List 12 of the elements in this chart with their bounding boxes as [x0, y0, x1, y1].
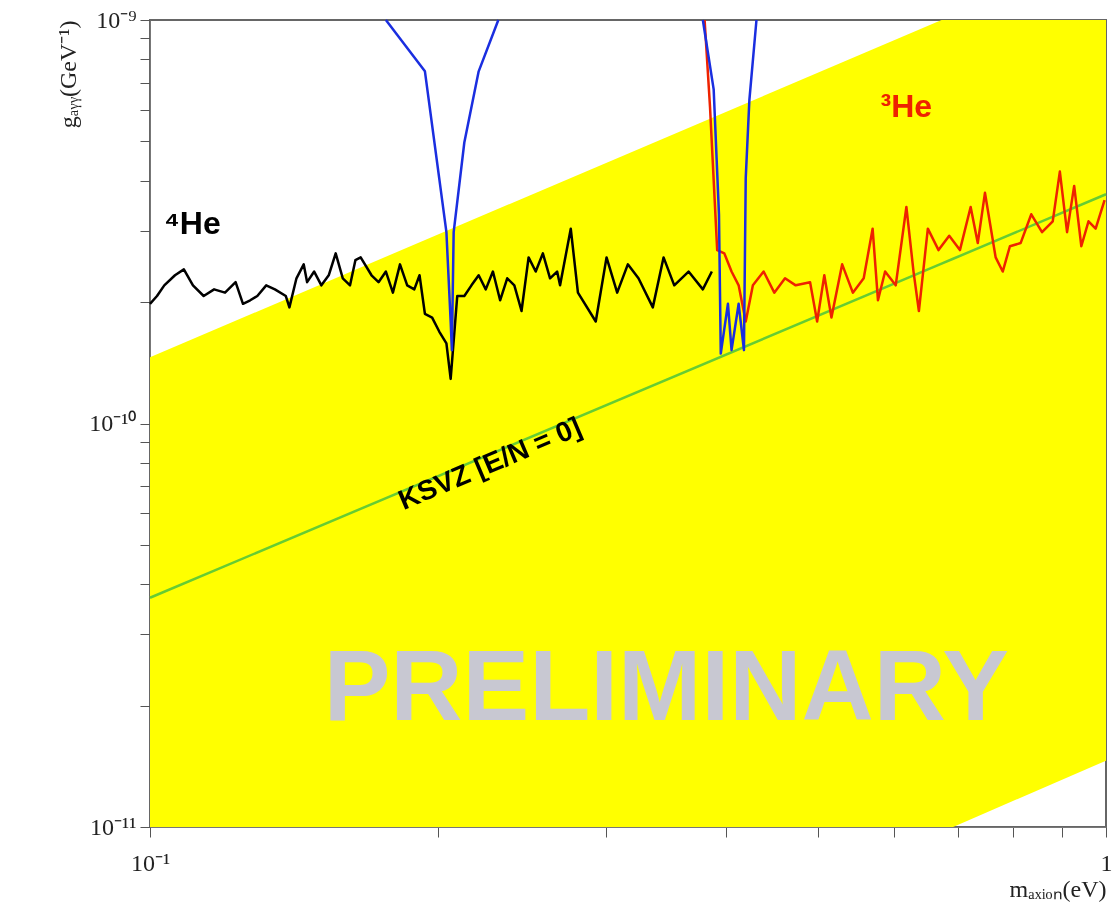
x-tick-label: 1	[1100, 849, 1113, 876]
y-tick-label: 10⁻⁹	[96, 6, 137, 33]
y-axis-title: gₐᵧᵧ(GeV⁻¹)	[55, 20, 83, 129]
line-series	[701, 18, 758, 355]
annotation: KSVZ [E/N = 0]	[393, 410, 586, 516]
text: ³He	[880, 88, 933, 124]
y-tick-label: 10⁻¹⁰	[89, 410, 137, 436]
y-tick-label: 10⁻¹¹	[90, 813, 137, 840]
x-tick-label: 10⁻¹	[130, 849, 171, 876]
series-label: ⁴He	[164, 204, 221, 241]
annotation: PRELIMINARY	[323, 628, 1009, 741]
x-axis-title: mₐₓᵢₒₙ(eV)	[1009, 875, 1107, 902]
